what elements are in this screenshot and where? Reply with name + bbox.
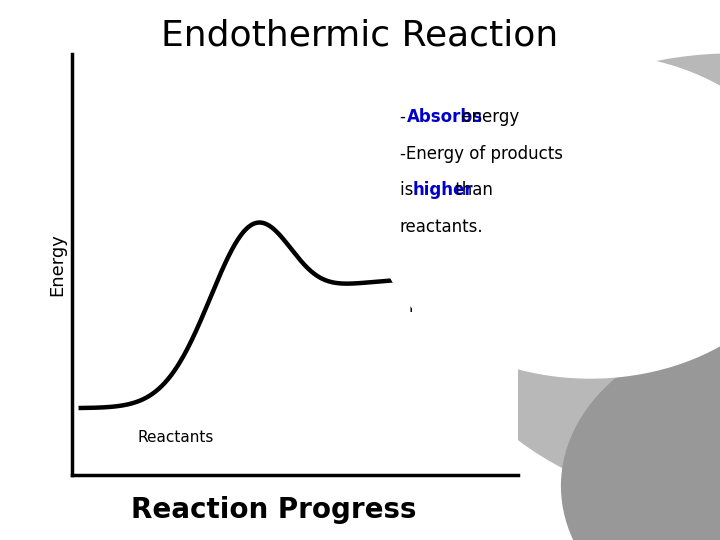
Text: Reactants: Reactants: [138, 430, 214, 445]
Text: higher: higher: [413, 181, 473, 199]
Text: Reaction Progress: Reaction Progress: [131, 496, 416, 524]
Text: Products: Products: [409, 300, 475, 315]
Text: -Energy of products: -Energy of products: [400, 145, 562, 163]
Text: -: -: [400, 108, 405, 126]
Text: energy: energy: [456, 108, 519, 126]
Y-axis label: Energy: Energy: [48, 233, 66, 296]
Text: Absorbs: Absorbs: [407, 108, 483, 126]
Text: is: is: [400, 181, 418, 199]
Text: Endothermic Reaction: Endothermic Reaction: [161, 19, 559, 53]
Text: than: than: [450, 181, 493, 199]
Text: reactants.: reactants.: [400, 218, 483, 236]
